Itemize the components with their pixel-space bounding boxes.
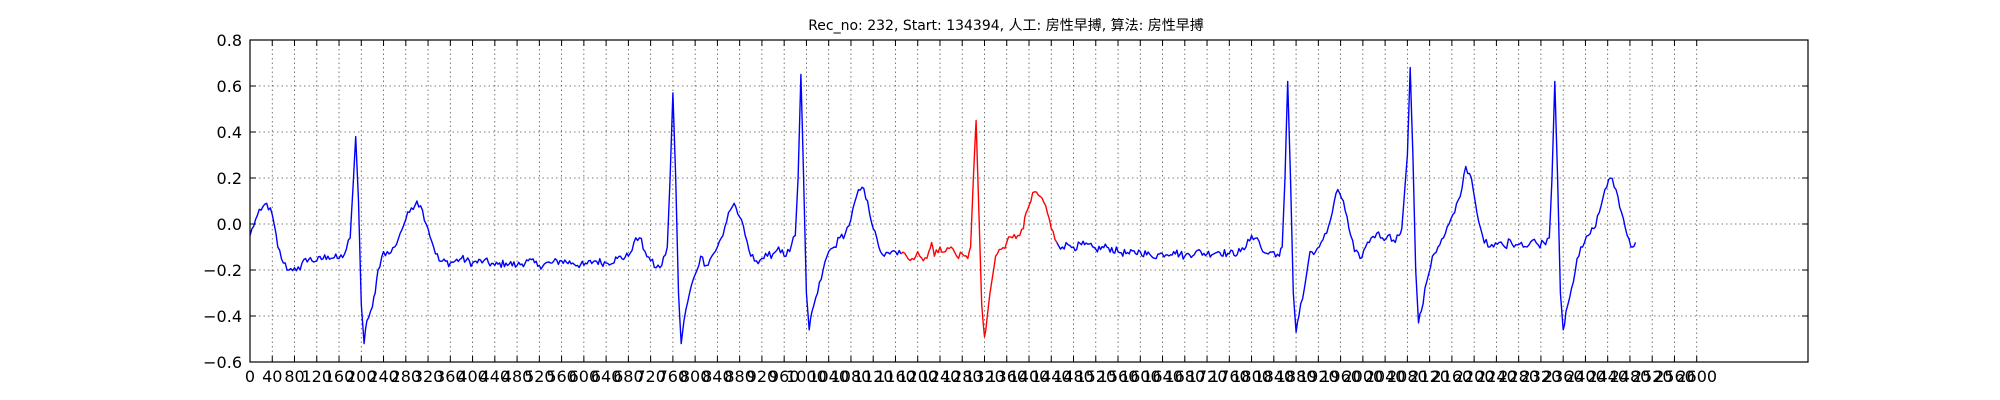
x-tick-label: 1600	[1120, 367, 1161, 386]
x-tick-label: 2200	[1454, 367, 1495, 386]
plot-frame	[249, 39, 1809, 363]
x-tick-label: 1240	[920, 367, 961, 386]
x-tick-label: 2440	[1587, 367, 1628, 386]
y-tick-label: −0.2	[203, 261, 242, 280]
x-tick-label: 760	[658, 367, 689, 386]
ecg-series-line	[900, 119, 1058, 338]
x-tick-label: 1120	[853, 367, 894, 386]
x-tick-label: 360	[435, 367, 466, 386]
x-tick-label: 2560	[1654, 367, 1695, 386]
x-tick-label: 1480	[1053, 367, 1094, 386]
x-tick-label: 160	[324, 367, 355, 386]
x-tick-label: 240	[368, 367, 399, 386]
x-tick-label: 720	[635, 367, 666, 386]
x-tick-label: 200	[346, 367, 377, 386]
x-tick-label: 1280	[942, 367, 983, 386]
ecg-series-line	[1056, 66, 1637, 333]
x-tick-label: 960	[769, 367, 800, 386]
x-tick-label: 1840	[1253, 367, 1294, 386]
x-tick-label: 1040	[808, 367, 849, 386]
x-tick-label: 920	[747, 367, 778, 386]
y-axis: 0.8 0.6 0.4 0.2 0.0 −0.2 −0.4 −0.6	[203, 31, 1808, 372]
x-tick-label: 2320	[1521, 367, 1562, 386]
y-tick-label: 0.0	[217, 215, 242, 234]
ecg-series-line	[249, 73, 902, 345]
x-tick-label: 1000	[786, 367, 827, 386]
grid	[249, 39, 1808, 363]
x-tick-label: 800	[680, 367, 711, 386]
x-tick-label: 600	[569, 367, 600, 386]
x-tick-label: 2480	[1610, 367, 1651, 386]
x-tick-label: 2520	[1632, 367, 1673, 386]
x-tick-label: 1360	[986, 367, 1027, 386]
x-tick-label: 1200	[897, 367, 938, 386]
x-tick-label: 2360	[1543, 367, 1584, 386]
x-tick-label: 1440	[1031, 367, 1072, 386]
x-tick-label: 2280	[1498, 367, 1539, 386]
x-tick-label: 2000	[1342, 367, 1383, 386]
y-tick-label: −0.4	[203, 307, 242, 326]
y-tick-label: 0.4	[217, 123, 242, 142]
x-tick-label: 1560	[1098, 367, 1139, 386]
x-tick-label: 2240	[1476, 367, 1517, 386]
x-tick-label: 1680	[1164, 367, 1205, 386]
x-tick-label: 560	[546, 367, 577, 386]
y-tick-label: 0.6	[217, 77, 242, 96]
x-tick-label: 40	[262, 367, 282, 386]
x-tick-label: 1320	[964, 367, 1005, 386]
x-tick-label: 320	[413, 367, 444, 386]
x-tick-label: 880	[724, 367, 755, 386]
x-tick-label: 280	[391, 367, 422, 386]
y-tick-label: 0.8	[217, 31, 242, 50]
x-tick-label: 1080	[831, 367, 872, 386]
x-tick-label: 1800	[1231, 367, 1272, 386]
x-tick-label: 1160	[875, 367, 916, 386]
x-tick-label: 2600	[1676, 367, 1717, 386]
chart-title: Rec_no: 232, Start: 134394, 人工: 房性早搏, 算法…	[808, 17, 1204, 34]
x-tick-label: 2080	[1387, 367, 1428, 386]
x-tick-label: 1720	[1187, 367, 1228, 386]
x-axis: 0 40 8012016020024028032036040044048052056…	[245, 40, 1717, 386]
y-tick-label: −0.6	[203, 353, 242, 372]
series-layer	[249, 66, 1637, 345]
x-tick-label: 0	[245, 367, 255, 386]
x-tick-label: 1640	[1142, 367, 1183, 386]
x-tick-label: 1880	[1276, 367, 1317, 386]
x-tick-label: 1760	[1209, 367, 1250, 386]
x-tick-label: 1520	[1075, 367, 1116, 386]
x-tick-label: 440	[480, 367, 511, 386]
x-tick-label: 1960	[1320, 367, 1361, 386]
x-tick-label: 80	[284, 367, 304, 386]
x-tick-label: 520	[524, 367, 555, 386]
y-tick-label: 0.2	[217, 169, 242, 188]
x-tick-label: 840	[702, 367, 733, 386]
x-tick-label: 1400	[1009, 367, 1050, 386]
x-tick-label: 480	[502, 367, 533, 386]
x-tick-label: 400	[457, 367, 488, 386]
x-tick-label: 2160	[1432, 367, 1473, 386]
x-tick-label: 640	[591, 367, 622, 386]
x-tick-label: 1920	[1298, 367, 1339, 386]
x-tick-label: 2040	[1365, 367, 1406, 386]
x-tick-label: 2400	[1565, 367, 1606, 386]
x-tick-label: 2120	[1409, 367, 1450, 386]
x-tick-label: 680	[613, 367, 644, 386]
x-tick-label: 120	[301, 367, 332, 386]
